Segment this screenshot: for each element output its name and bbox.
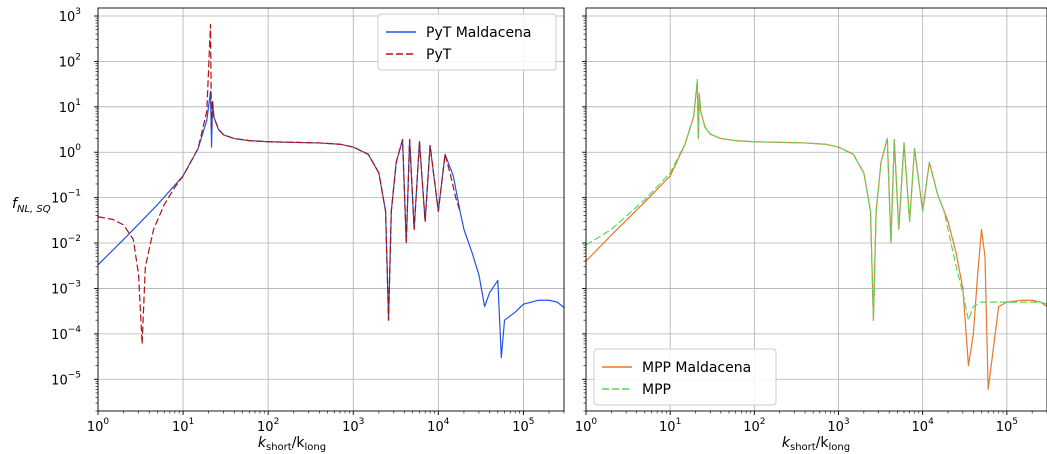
right-panel: 100 101 102 103 104 105 MPP Maldacena MPP <box>575 7 1047 435</box>
y-axis-label: fNL, SQ <box>12 196 51 215</box>
left-xtick-label-4: 104 <box>427 417 450 435</box>
left-ytick-label-m1: 10−1 <box>51 189 81 207</box>
right-legend: MPP Maldacena MPP <box>593 348 777 406</box>
left-legend-label-0: PyT Maldacena <box>426 25 532 41</box>
right-xtick-label-4: 104 <box>912 417 935 435</box>
left-ytick-label-2: 102 <box>59 52 81 70</box>
left-ytick-label-m4: 10−4 <box>51 325 81 343</box>
left-legend-label-1: PyT <box>426 47 452 63</box>
right-legend-box <box>593 348 777 406</box>
left-xtick-label-2: 102 <box>257 417 279 435</box>
left-ytick-label-m5: 10−5 <box>51 370 81 388</box>
left-ytick-label-1: 101 <box>59 98 81 116</box>
x-axis-label-left: kshort/klong <box>258 435 326 453</box>
right-xtick-label-2: 102 <box>743 417 765 435</box>
left-panel: 100 101 102 103 104 105 10−5 10−4 10−3 10−2 10−1 10… <box>51 7 565 435</box>
left-ytick-label-m2: 10−2 <box>51 234 81 252</box>
right-xtick-label-3: 103 <box>827 417 849 435</box>
left-plot-frame <box>97 7 565 412</box>
left-xtick-label-5: 105 <box>512 417 534 435</box>
left-ytick-label-3: 103 <box>59 7 81 25</box>
left-series-pyt <box>98 23 461 345</box>
right-legend-label-1: MPP <box>642 382 671 398</box>
left-series-pyt-maldacena <box>98 90 564 359</box>
right-xtick-label-1: 101 <box>659 417 681 435</box>
left-ytick-label-m3: 10−3 <box>51 279 81 297</box>
left-xtick-label-1: 101 <box>172 417 194 435</box>
left-xtick-label-0: 100 <box>87 417 110 435</box>
right-xtick-label-5: 105 <box>996 417 1018 435</box>
x-axis-label-right: kshort/klong <box>782 435 850 453</box>
right-xtick-label-0: 100 <box>575 417 598 435</box>
right-series-mpp <box>586 78 1047 321</box>
right-plot-frame <box>585 7 1047 412</box>
left-xtick-label-3: 103 <box>342 417 364 435</box>
left-legend: PyT Maldacena PyT <box>377 13 557 71</box>
right-legend-label-0: MPP Maldacena <box>642 360 751 376</box>
left-ytick-label-0: 100 <box>59 143 82 161</box>
right-series-mpp-maldacena <box>586 81 1047 390</box>
left-legend-box <box>377 13 557 71</box>
